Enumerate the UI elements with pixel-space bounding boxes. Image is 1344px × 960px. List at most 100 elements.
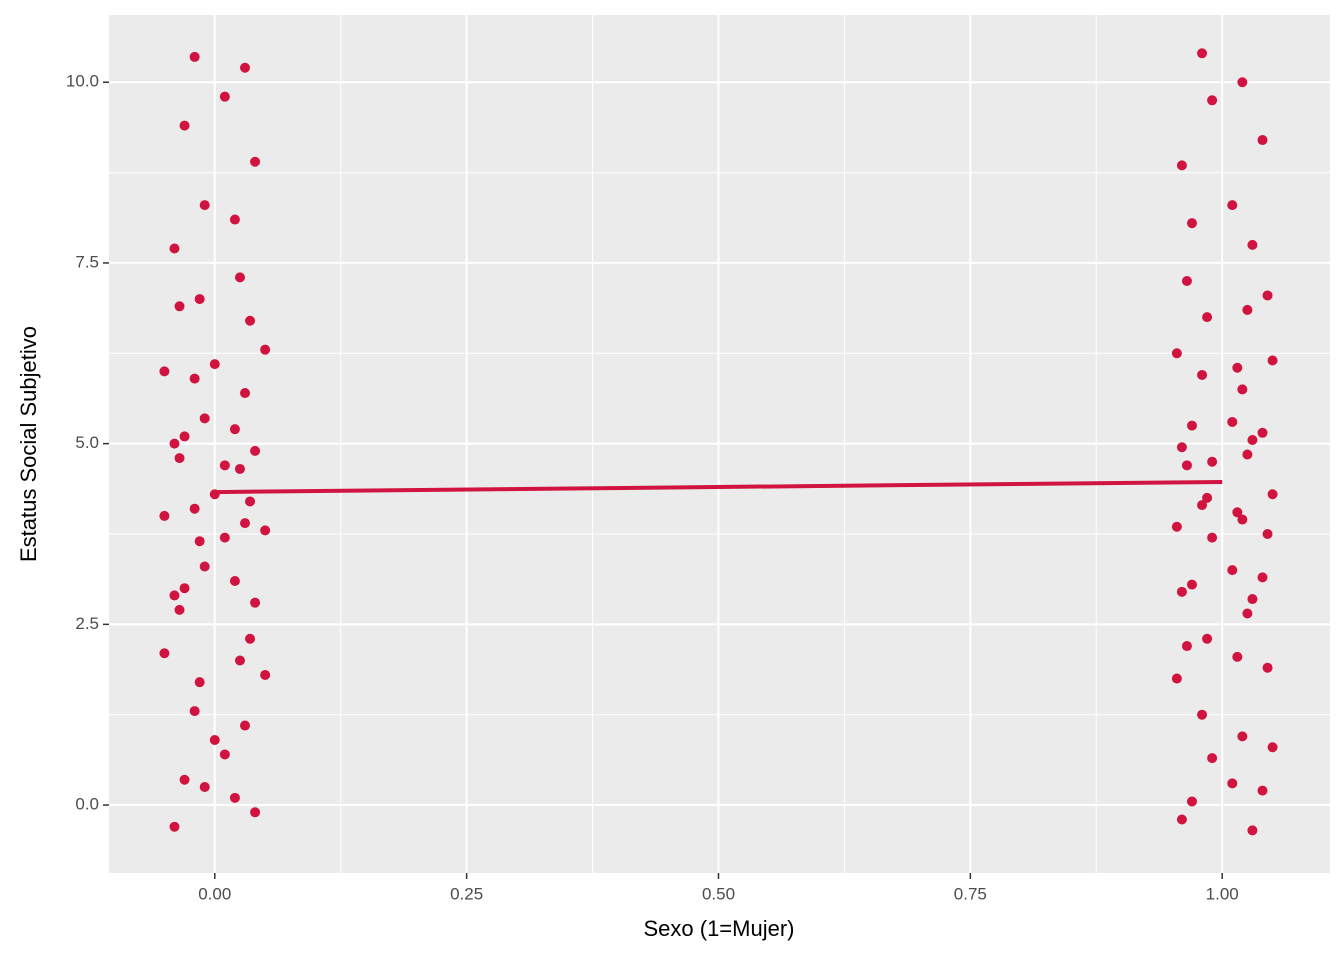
point xyxy=(1202,633,1213,644)
point xyxy=(1262,662,1273,673)
point xyxy=(1242,608,1253,619)
point xyxy=(174,301,185,312)
point xyxy=(260,525,271,536)
point xyxy=(229,424,240,435)
point xyxy=(189,373,200,384)
point xyxy=(219,532,230,543)
point xyxy=(229,575,240,586)
point xyxy=(1176,442,1187,453)
point xyxy=(1237,77,1248,88)
point xyxy=(1181,460,1192,471)
point xyxy=(1267,355,1278,366)
point xyxy=(174,453,185,464)
point xyxy=(194,536,205,547)
point xyxy=(1202,492,1213,503)
point xyxy=(250,807,261,818)
point xyxy=(1181,641,1192,652)
point xyxy=(1207,95,1218,106)
point xyxy=(1257,785,1268,796)
y-tick-label: 5.0 xyxy=(75,433,99,452)
point xyxy=(240,720,251,731)
y-tick-label: 7.5 xyxy=(75,252,99,271)
point xyxy=(219,749,230,760)
point xyxy=(179,583,190,594)
point xyxy=(209,734,220,745)
point xyxy=(169,438,180,449)
point xyxy=(1247,825,1258,836)
point xyxy=(219,460,230,471)
point xyxy=(1186,218,1197,229)
point xyxy=(234,463,245,474)
point xyxy=(194,677,205,688)
point xyxy=(250,597,261,608)
y-axis-title: Estatus Social Subjetivo xyxy=(16,326,41,562)
point xyxy=(189,51,200,62)
x-tick-label: 1.00 xyxy=(1206,884,1239,903)
point xyxy=(1171,348,1182,359)
point xyxy=(1171,521,1182,532)
point xyxy=(1197,48,1208,59)
point xyxy=(1227,565,1238,576)
point xyxy=(169,243,180,254)
point xyxy=(209,359,220,370)
y-tick-label: 10.0 xyxy=(66,72,99,91)
point xyxy=(1181,276,1192,287)
point xyxy=(1197,500,1208,511)
point xyxy=(240,388,251,399)
point xyxy=(1232,507,1243,518)
point xyxy=(234,655,245,666)
y-tick-label: 2.5 xyxy=(75,614,99,633)
point xyxy=(199,781,210,792)
point xyxy=(174,604,185,615)
point xyxy=(1176,586,1187,597)
fit-line xyxy=(214,479,1223,495)
point xyxy=(240,518,251,529)
x-tick-label: 0.00 xyxy=(198,884,231,903)
point xyxy=(1247,239,1258,250)
x-tick-label: 0.75 xyxy=(954,884,987,903)
point xyxy=(179,431,190,442)
point xyxy=(240,62,251,73)
point xyxy=(1242,449,1253,460)
point xyxy=(1257,427,1268,438)
point xyxy=(1171,673,1182,684)
point xyxy=(1262,528,1273,539)
point xyxy=(1207,753,1218,764)
point xyxy=(1227,416,1238,427)
point xyxy=(199,413,210,424)
point xyxy=(199,200,210,211)
point xyxy=(1247,435,1258,446)
point xyxy=(1237,731,1248,742)
point xyxy=(1237,384,1248,395)
point xyxy=(219,91,230,102)
y-tick-label: 0.0 xyxy=(75,795,99,814)
point xyxy=(1202,312,1213,323)
point xyxy=(1176,160,1187,171)
point xyxy=(169,821,180,832)
point xyxy=(1247,594,1258,605)
point xyxy=(1227,200,1238,211)
point xyxy=(159,366,170,377)
point xyxy=(1197,709,1208,720)
point xyxy=(260,669,271,680)
point xyxy=(1186,420,1197,431)
point xyxy=(1257,135,1268,146)
point xyxy=(1262,290,1273,301)
point xyxy=(169,590,180,601)
point xyxy=(245,633,256,644)
point xyxy=(1232,362,1243,373)
point xyxy=(194,294,205,305)
point xyxy=(189,706,200,717)
point xyxy=(1176,814,1187,825)
point xyxy=(245,315,256,326)
point xyxy=(1227,778,1238,789)
point xyxy=(189,503,200,514)
point xyxy=(245,496,256,507)
point xyxy=(229,792,240,803)
point xyxy=(1267,742,1278,753)
point xyxy=(250,156,261,167)
point xyxy=(159,510,170,521)
point xyxy=(260,344,271,355)
point xyxy=(199,561,210,572)
